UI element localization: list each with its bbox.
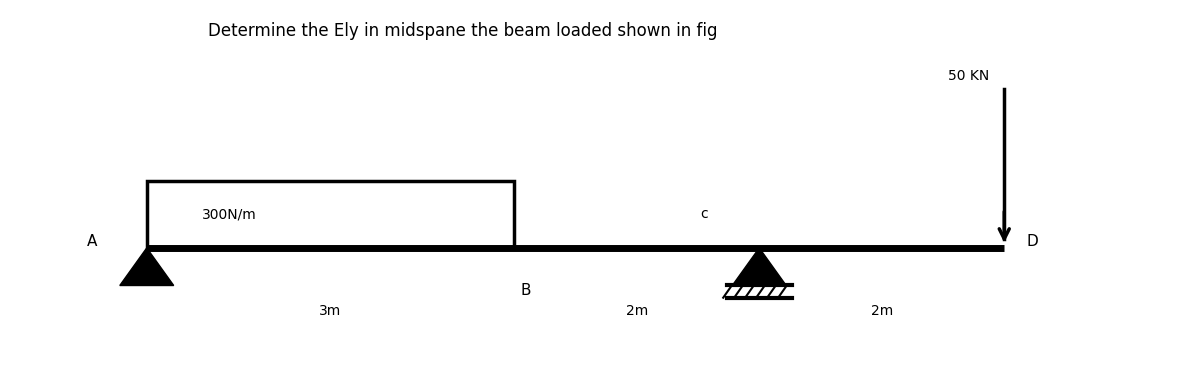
Text: Determine the Ely in midspane the beam loaded shown in fig: Determine the Ely in midspane the beam l… <box>208 22 718 40</box>
Text: 50 KN: 50 KN <box>948 69 990 83</box>
Text: B: B <box>521 283 530 298</box>
Bar <box>146 181 515 248</box>
Text: 3m: 3m <box>319 305 342 318</box>
Text: c: c <box>701 207 708 221</box>
Polygon shape <box>120 248 174 286</box>
Text: 2m: 2m <box>625 305 648 318</box>
Text: 2m: 2m <box>871 305 893 318</box>
Polygon shape <box>732 248 786 286</box>
Text: A: A <box>86 234 97 249</box>
Text: 300N/m: 300N/m <box>202 207 257 221</box>
Text: D: D <box>1026 234 1038 249</box>
